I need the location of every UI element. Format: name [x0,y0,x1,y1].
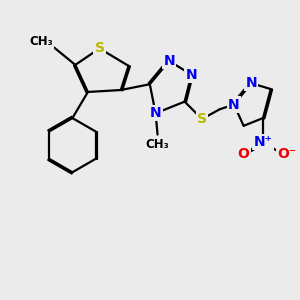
Text: N: N [246,76,257,90]
Text: O⁻: O⁻ [278,147,297,161]
Text: O: O [238,147,250,161]
Text: N: N [186,68,197,82]
Text: N⁺: N⁺ [254,135,272,149]
Text: S: S [94,41,104,56]
Text: N: N [228,98,240,112]
Text: N: N [150,106,161,120]
Text: CH₃: CH₃ [146,138,169,151]
Text: N: N [163,54,175,68]
Text: CH₃: CH₃ [30,35,53,48]
Text: S: S [197,112,207,126]
